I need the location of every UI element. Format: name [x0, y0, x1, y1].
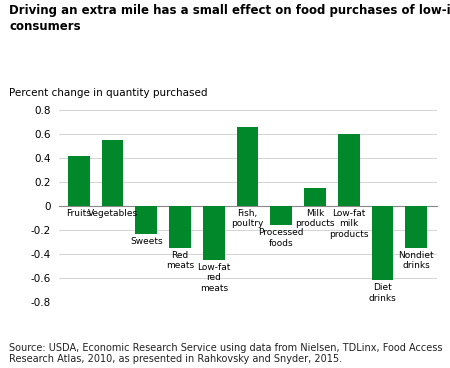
- Text: Diet
drinks: Diet drinks: [369, 283, 396, 302]
- Text: Fruits: Fruits: [66, 209, 91, 218]
- Bar: [405, 206, 427, 248]
- Text: Low-fat
milk
products: Low-fat milk products: [329, 209, 369, 239]
- Bar: [270, 206, 292, 225]
- Text: Vegetables: Vegetables: [87, 209, 138, 218]
- Bar: [304, 188, 326, 206]
- Bar: [237, 127, 258, 206]
- Bar: [169, 206, 191, 248]
- Text: Sweets: Sweets: [130, 237, 162, 245]
- Bar: [338, 134, 360, 206]
- Text: Milk
products: Milk products: [295, 209, 335, 229]
- Text: Percent change in quantity purchased: Percent change in quantity purchased: [9, 88, 207, 98]
- Text: Nondiet
drinks: Nondiet drinks: [398, 251, 434, 270]
- Bar: [102, 140, 123, 206]
- Bar: [203, 206, 225, 260]
- Text: Source: USDA, Economic Research Service using data from Nielsen, TDLinx, Food Ac: Source: USDA, Economic Research Service …: [9, 343, 442, 364]
- Bar: [372, 206, 393, 280]
- Text: Processed
foods: Processed foods: [258, 228, 304, 248]
- Text: Fish,
poultry: Fish, poultry: [231, 209, 264, 229]
- Bar: [68, 156, 90, 206]
- Text: Low-fat
red
meats: Low-fat red meats: [197, 263, 230, 293]
- Bar: [135, 206, 157, 234]
- Text: Driving an extra mile has a small effect on food purchases of low-income/low-acc: Driving an extra mile has a small effect…: [9, 4, 450, 33]
- Text: Red
meats: Red meats: [166, 251, 194, 270]
